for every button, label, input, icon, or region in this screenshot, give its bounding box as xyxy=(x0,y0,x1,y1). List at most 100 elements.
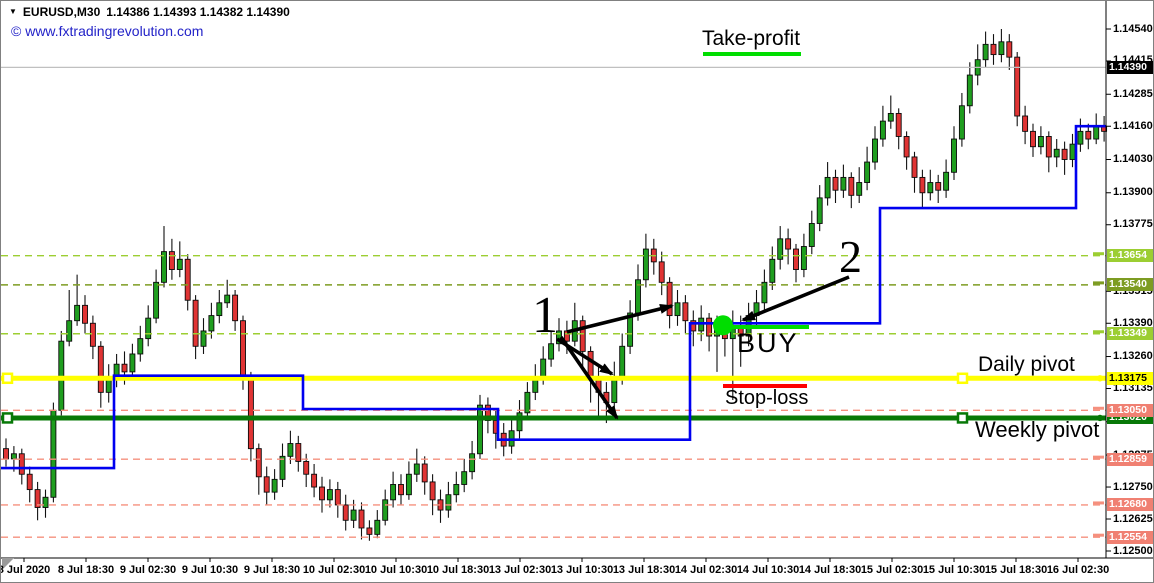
time-label: 14 Jul 02:30 xyxy=(674,564,738,576)
bear-candle xyxy=(682,302,689,322)
bear-candle xyxy=(240,320,246,378)
trade-layer xyxy=(556,52,850,420)
buy-label[interactable]: BUY xyxy=(737,328,799,358)
bull-candle xyxy=(58,340,65,411)
daily-pivot-line-anchor[interactable] xyxy=(956,372,969,385)
bull-candle xyxy=(271,478,278,493)
price-badge-1.12680: 1.12680 xyxy=(1107,498,1153,512)
stop-loss-label[interactable]: Stop-loss xyxy=(725,387,809,409)
bull-candle xyxy=(1053,148,1060,158)
bear-candle xyxy=(366,527,373,535)
bear-candle xyxy=(89,322,96,347)
daily-pivot-line-anchor[interactable] xyxy=(1,372,14,385)
bear-candle xyxy=(848,176,855,196)
bear-candle xyxy=(911,156,918,178)
bull-candle xyxy=(461,471,468,485)
bull-candle xyxy=(477,404,483,455)
bull-candle xyxy=(153,281,160,319)
bull-candle xyxy=(1069,143,1076,160)
annotation-arrow-4[interactable] xyxy=(741,275,850,322)
daily-pivot-line-end-marker xyxy=(1096,375,1104,382)
levels-layer xyxy=(1,66,1106,538)
bear-candle xyxy=(1022,115,1029,132)
bull-candle xyxy=(524,391,531,414)
bull-candle xyxy=(390,484,397,501)
chart-title: ▼ EURUSD,M30 1.14386 1.14393 1.14382 1.1… xyxy=(9,5,290,19)
bull-candle xyxy=(864,161,871,183)
bull-candle xyxy=(800,246,807,270)
bull-candle xyxy=(42,496,49,508)
bear-candle xyxy=(334,489,341,506)
bull-candle xyxy=(469,453,476,473)
price-badge-1.13349: 1.13349 xyxy=(1107,327,1153,341)
step-2-marker[interactable]: 2 xyxy=(839,231,862,282)
bull-candle xyxy=(943,171,950,191)
bear-candle xyxy=(793,248,799,270)
bull-candle xyxy=(413,463,420,475)
bull-candle xyxy=(627,312,634,347)
annotation-arrow-1[interactable] xyxy=(566,304,674,334)
buy-entry-dot[interactable] xyxy=(713,315,733,336)
bear-candle xyxy=(706,317,713,337)
bear-candle xyxy=(1085,130,1092,140)
bear-candle xyxy=(919,176,926,194)
bull-candle xyxy=(982,43,989,61)
time-label: 14 Jul 18:30 xyxy=(798,564,862,576)
step-1-marker[interactable]: 1 xyxy=(532,287,558,344)
scroll-corner-handle[interactable] xyxy=(2,558,14,570)
bull-candle xyxy=(879,120,886,140)
bull-candle xyxy=(1037,136,1044,148)
bull-candle xyxy=(761,281,768,304)
take-profit-label[interactable]: Take-profit xyxy=(702,27,801,50)
current-ohlc-readout: 1.14386 1.14393 1.14382 1.14390 xyxy=(106,5,290,19)
weekly-pivot-line-anchor[interactable] xyxy=(956,412,969,424)
bear-candle xyxy=(658,261,665,283)
time-label: 13 Jul 10:30 xyxy=(550,564,614,576)
bear-candle xyxy=(319,486,325,501)
time-label: 8 Jul 2020 xyxy=(0,564,51,576)
price-badge-1.13175: 1.13175 xyxy=(1107,371,1153,385)
daily-pivot-label[interactable]: Daily pivot xyxy=(978,353,1075,376)
time-label: 13 Jul 02:30 xyxy=(488,564,552,576)
annotation-arrow-3[interactable] xyxy=(559,335,619,420)
weekly-pivot-line-end-marker xyxy=(1096,414,1104,422)
price-tick-label: 1.12750 xyxy=(1113,480,1153,493)
bear-candle xyxy=(398,484,404,496)
weekly-pivot-line-anchor[interactable] xyxy=(1,412,14,424)
bear-candle xyxy=(247,376,254,450)
bear-candle xyxy=(26,473,33,491)
time-label: 14 Jul 10:30 xyxy=(736,564,800,576)
price-badge-1.13540: 1.13540 xyxy=(1107,278,1153,292)
price-tick-label: 1.14160 xyxy=(1113,119,1153,132)
bear-candle xyxy=(1006,41,1013,58)
price-badge-1.14390: 1.14390 xyxy=(1107,60,1153,74)
bear-candle xyxy=(263,476,270,493)
bear-candle xyxy=(935,182,942,191)
weekly-pivot-label[interactable]: Weekly pivot xyxy=(975,417,1100,442)
bull-candle xyxy=(287,443,294,457)
watermark-link: © www.fxtradingrevolution.com xyxy=(11,23,204,39)
bull-candle xyxy=(840,176,847,191)
symbol-dropdown-icon[interactable]: ▼ xyxy=(9,7,17,16)
bear-candle xyxy=(121,363,128,373)
bull-candle xyxy=(998,41,1005,56)
bear-candle xyxy=(990,43,997,56)
price-badge-1.12554: 1.12554 xyxy=(1107,530,1153,544)
bear-candle xyxy=(255,448,262,478)
bear-candle xyxy=(1014,56,1021,117)
bear-candle xyxy=(342,504,349,521)
bear-candle xyxy=(311,473,318,488)
time-label: 15 Jul 02:30 xyxy=(860,564,924,576)
price-tick-label: 1.13135 xyxy=(1113,382,1153,394)
bull-candle xyxy=(642,248,649,281)
bear-candle xyxy=(82,304,88,324)
bull-candle xyxy=(74,304,81,322)
bear-candle xyxy=(1061,148,1068,160)
bear-candle xyxy=(358,509,365,529)
step-level-line[interactable] xyxy=(1,124,1106,470)
bear-candle xyxy=(192,299,199,347)
candles-layer xyxy=(3,29,1108,541)
bear-candle xyxy=(34,489,41,508)
